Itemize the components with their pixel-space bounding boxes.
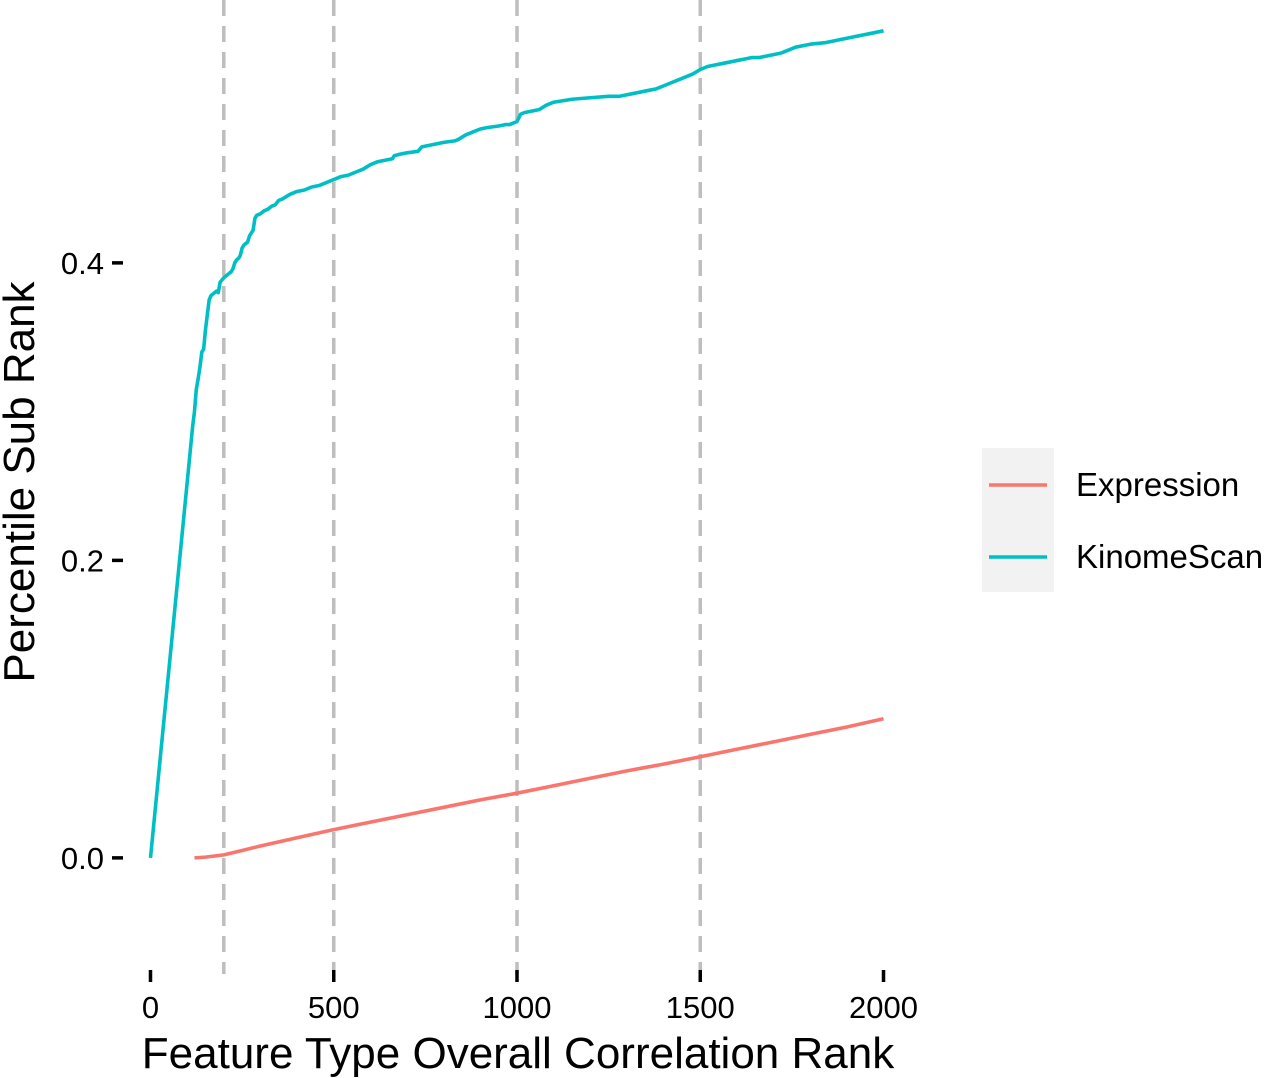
legend-label-expression: Expression (1076, 466, 1239, 503)
series-layer (148, 29, 884, 860)
x-axis-label: Feature Type Overall Correlation Rank (142, 1029, 895, 1078)
legend: Expression KinomeScan (982, 448, 1263, 592)
reference-lines (222, 0, 703, 974)
x-tick-label: 2000 (849, 990, 918, 1025)
x-axis: 0 500 1000 1500 2000 (142, 970, 918, 1025)
series-line-kinomescan (148, 29, 884, 859)
y-tick-label: 0.0 (61, 841, 104, 876)
x-tick-label: 1500 (666, 990, 735, 1025)
y-tick-label: 0.4 (61, 246, 104, 281)
series-line-expression (194, 717, 884, 860)
x-tick-label: 1000 (483, 990, 552, 1025)
y-axis: 0.0 0.2 0.4 (61, 246, 123, 876)
legend-background (982, 448, 1054, 592)
x-tick-label: 500 (308, 990, 360, 1025)
y-axis-label: Percentile Sub Rank (0, 280, 44, 682)
x-tick-label: 0 (142, 990, 159, 1025)
legend-label-kinomescan: KinomeScan (1076, 538, 1263, 575)
y-tick-label: 0.2 (61, 543, 104, 578)
